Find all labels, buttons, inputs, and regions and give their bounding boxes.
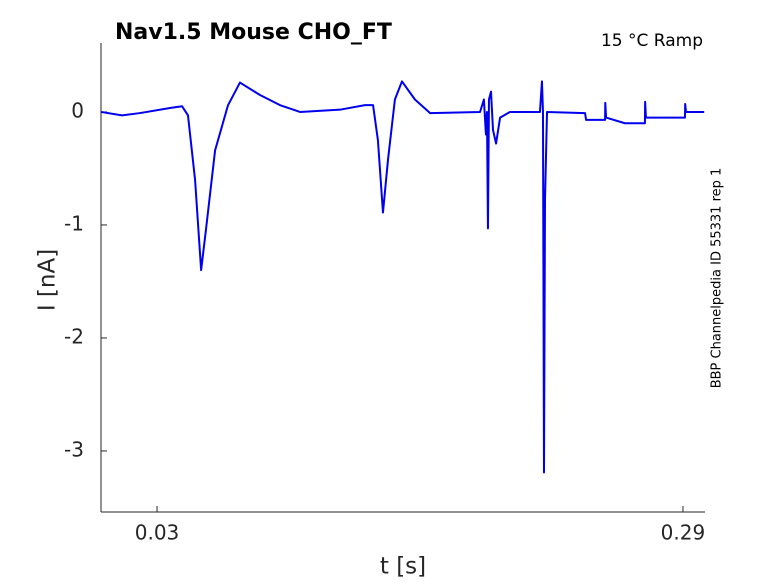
side-label: BBP Channelpedia ID 55331 rep 1: [710, 168, 725, 389]
x-tick-label: 0.03: [135, 521, 180, 545]
y-tick-label: 0: [71, 98, 84, 122]
x-tick-label: 0.29: [661, 521, 706, 545]
y-axis-label: I [nA]: [35, 249, 61, 311]
y-tick-label: -1: [64, 211, 84, 235]
subtitle: 15 °C Ramp: [601, 31, 703, 51]
y-tick-label: -2: [64, 324, 84, 348]
chart-title: Nav1.5 Mouse CHO_FT: [115, 20, 392, 45]
x-axis-label: t [s]: [380, 554, 426, 580]
line-series: [100, 80, 705, 474]
y-tick-label: -3: [64, 437, 84, 461]
